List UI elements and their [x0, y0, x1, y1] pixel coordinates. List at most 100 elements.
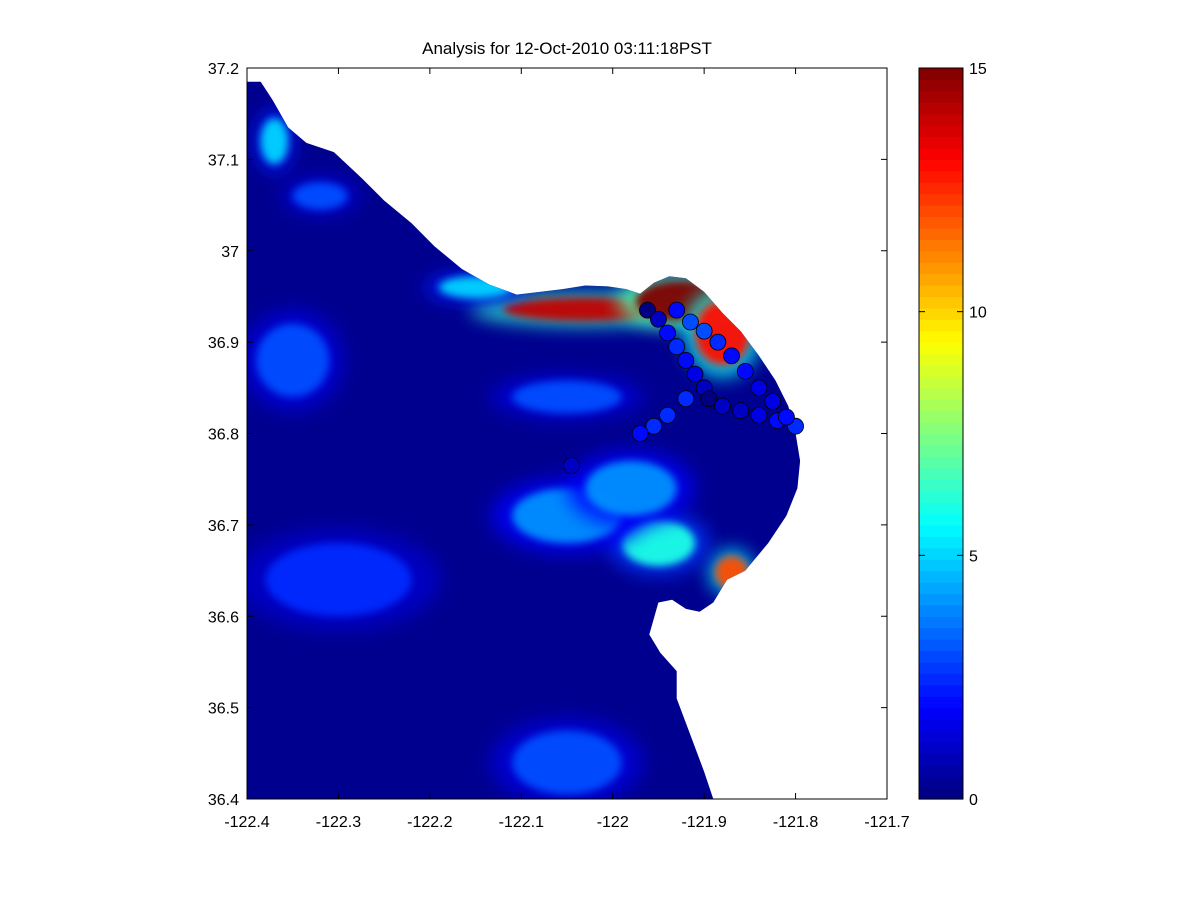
colorbar-band-51	[919, 205, 963, 218]
chart-title: Analysis for 12-Oct-2010 03:11:18PST	[422, 39, 712, 58]
track-point-10	[750, 406, 768, 424]
colorbar-band-45	[919, 273, 963, 286]
track-point-8	[714, 397, 731, 415]
colorbar-band-31	[919, 433, 963, 446]
colorbar-tick-label-3: 15	[969, 61, 987, 78]
colorbar-band-46	[919, 262, 963, 275]
track-point-21	[668, 301, 686, 319]
colorbar-tick-label-2: 10	[969, 305, 987, 322]
y-tick-label-5: 36.9	[208, 335, 239, 352]
y-tick-label-7: 37.1	[208, 152, 239, 169]
colorbar-band-9	[919, 684, 963, 697]
colorbar-band-13	[919, 639, 963, 652]
colorbar-band-47	[919, 250, 963, 263]
track-point-26	[563, 457, 580, 474]
colorbar-band-4	[919, 741, 963, 754]
y-tick-label-8: 37.2	[208, 61, 239, 78]
colorbar-band-15	[919, 616, 963, 629]
colorbar-tick-label-0: 0	[969, 792, 978, 809]
colorbar-band-3	[919, 753, 963, 766]
colorbar-band-19	[919, 570, 963, 583]
colorbar-band-53	[919, 182, 963, 195]
track-point-22	[677, 390, 695, 408]
colorbar-band-49	[919, 227, 963, 240]
x-tick-label-1: -122.3	[316, 814, 361, 831]
colorbar-frame	[918, 67, 964, 800]
y-axis: 36.4 36.5 36.6 36.7 36.8 36.9 37 37.1 37.2	[208, 61, 887, 809]
track-point-13	[778, 408, 795, 426]
y-tick-label-6: 37	[221, 244, 239, 261]
colorbar: 0 5 10 15	[918, 61, 987, 809]
colorbar-band-7	[919, 707, 963, 720]
colorbar-band-42	[919, 307, 963, 320]
hotspot-6	[585, 460, 677, 516]
colorbar-band-30	[919, 444, 963, 457]
colorbar-band-22	[919, 536, 963, 549]
colorbar-band-27	[919, 479, 963, 492]
colorbar-band-52	[919, 193, 963, 206]
vehicle-track	[563, 301, 804, 474]
y-tick-label-0: 36.4	[208, 792, 239, 809]
colorbar-band-16	[919, 604, 963, 617]
hotspot-7	[512, 380, 622, 414]
track-point-19	[695, 322, 713, 340]
y-tick-label-1: 36.5	[208, 701, 239, 718]
track-point-9	[732, 402, 750, 420]
colorbar-band-35	[919, 387, 963, 400]
colorbar-band-59	[919, 113, 963, 126]
hotspot-13	[265, 543, 412, 617]
x-axis: -122.4 -122.3 -122.2 -122.1 -122 -121.9 -121.8…	[224, 68, 910, 831]
colorbar-tick-label-1: 5	[969, 548, 978, 565]
track-point-5	[686, 365, 704, 383]
colorbar-band-6	[919, 719, 963, 732]
track-point-16	[736, 362, 754, 380]
hotspot-10	[292, 182, 348, 210]
colorbar-band-25	[919, 502, 963, 515]
colorbar-band-60	[919, 102, 963, 115]
colorbar-band-50	[919, 216, 963, 229]
track-point-14	[764, 393, 782, 410]
colorbar-band-39	[919, 342, 963, 355]
track-point-24	[645, 417, 663, 435]
colorbar-band-28	[919, 467, 963, 480]
hotspot-8	[256, 323, 330, 397]
track-point-4	[677, 351, 695, 369]
colorbar-band-58	[919, 125, 963, 138]
hotspot-9	[260, 118, 289, 164]
colorbar-band-54	[919, 170, 963, 183]
colorbar-band-63	[919, 68, 963, 81]
colorbar-band-32	[919, 422, 963, 435]
colorbar-band-44	[919, 285, 963, 298]
colorbar-band-29	[919, 456, 963, 469]
colorbar-band-2	[919, 764, 963, 777]
hotspot-12	[512, 730, 622, 795]
track-point-2	[659, 324, 676, 342]
colorbar-band-17	[919, 593, 963, 606]
hotspot-4	[621, 520, 696, 566]
y-tick-label-2: 36.6	[208, 609, 239, 626]
colorbar-band-55	[919, 159, 963, 172]
x-tick-label-4: -122	[597, 814, 629, 831]
colorbar-band-21	[919, 547, 963, 560]
track-point-23	[659, 406, 676, 424]
x-tick-label-6: -121.8	[773, 814, 818, 831]
plot-area: -122.4 -122.3 -122.2 -122.1 -122 -121.9 -121.8…	[208, 61, 910, 831]
colorbar-band-56	[919, 147, 963, 160]
y-tick-label-4: 36.8	[208, 427, 239, 444]
colorbar-band-1	[919, 776, 963, 789]
colorbar-band-8	[919, 696, 963, 709]
colorbar-gradient	[919, 68, 963, 800]
colorbar-band-41	[919, 319, 963, 332]
colorbar-band-11	[919, 661, 963, 674]
colorbar-band-12	[919, 650, 963, 663]
colorbar-band-48	[919, 239, 963, 252]
colorbar-band-23	[919, 524, 963, 537]
chlorophyll-hotspots	[247, 109, 761, 799]
x-tick-label-2: -122.2	[407, 814, 452, 831]
track-point-7	[700, 390, 718, 408]
x-tick-label-7: -121.7	[864, 814, 909, 831]
colorbar-band-33	[919, 410, 963, 423]
x-tick-label-5: -121.9	[681, 814, 726, 831]
track-point-0	[639, 301, 656, 319]
